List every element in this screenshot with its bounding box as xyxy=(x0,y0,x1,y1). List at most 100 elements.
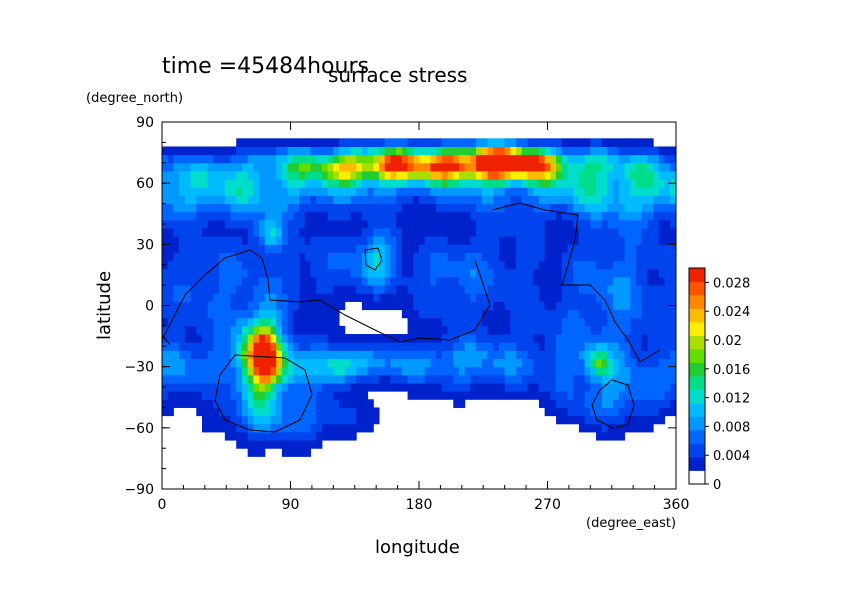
heatmap-cell xyxy=(276,382,283,392)
heatmap-cell xyxy=(493,334,500,343)
heatmap-cell xyxy=(470,350,477,360)
heatmap-cell xyxy=(299,146,306,156)
heatmap-cell xyxy=(407,138,414,147)
heatmap-cell xyxy=(510,309,517,319)
heatmap-cell xyxy=(510,358,517,368)
heatmap-cell xyxy=(424,179,431,188)
heatmap-cell xyxy=(247,219,254,229)
heatmap-cell xyxy=(327,211,334,221)
heatmap-cell xyxy=(521,203,529,213)
heatmap-cell xyxy=(213,415,220,425)
heatmap-cell xyxy=(224,301,232,311)
heatmap-cell xyxy=(333,325,340,335)
heatmap-cell xyxy=(310,236,317,245)
heatmap-cell xyxy=(630,228,637,237)
heatmap-cell xyxy=(219,366,226,376)
heatmap-cell xyxy=(419,317,426,327)
heatmap-cell xyxy=(436,293,443,302)
heatmap-cell xyxy=(264,391,272,400)
heatmap-cell xyxy=(167,211,174,221)
heatmap-cell xyxy=(213,358,220,368)
heatmap-cell xyxy=(578,382,586,392)
heatmap-cell xyxy=(504,374,511,384)
heatmap-cell xyxy=(516,260,523,270)
heatmap-cell xyxy=(653,399,660,408)
heatmap-cell xyxy=(310,342,317,351)
heatmap-cell xyxy=(310,407,317,417)
heatmap-cell xyxy=(167,382,174,392)
heatmap-cell xyxy=(236,187,243,196)
heatmap-cell xyxy=(487,358,494,368)
heatmap-cell xyxy=(396,203,403,213)
heatmap-cell xyxy=(241,342,249,351)
heatmap-cell xyxy=(270,276,277,286)
heatmap-cell xyxy=(487,219,494,229)
heatmap-cell xyxy=(207,399,214,408)
heatmap-cell xyxy=(367,268,374,278)
heatmap-cell xyxy=(184,211,192,221)
heatmap-cell xyxy=(504,179,511,188)
heatmap-cell xyxy=(441,350,449,360)
heatmap-cell xyxy=(327,399,334,408)
heatmap-cell xyxy=(624,252,631,262)
heatmap-cell xyxy=(567,366,574,376)
heatmap-cell xyxy=(584,228,591,237)
heatmap-cell xyxy=(493,325,500,335)
heatmap-cell xyxy=(184,366,192,376)
heatmap-cell xyxy=(601,138,608,147)
heatmap-cell xyxy=(241,236,249,245)
heatmap-cell xyxy=(624,382,631,392)
heatmap-cell xyxy=(441,374,449,384)
colorbar-tick-label: 0.02 xyxy=(713,334,742,349)
heatmap-cell xyxy=(498,317,506,327)
heatmap-cell xyxy=(607,366,614,376)
heatmap-cell xyxy=(299,268,306,278)
heatmap-cell xyxy=(607,325,614,335)
heatmap-cell xyxy=(441,211,449,221)
heatmap-cell xyxy=(327,252,334,262)
heatmap-cell xyxy=(527,366,534,376)
heatmap-cell xyxy=(556,415,563,425)
heatmap-cell xyxy=(276,358,283,368)
heatmap-cell xyxy=(327,203,334,213)
heatmap-cell xyxy=(430,334,437,343)
heatmap-cell xyxy=(219,162,226,172)
heatmap-cell xyxy=(230,415,237,425)
heatmap-cell xyxy=(470,317,477,327)
heatmap-cell xyxy=(470,276,477,286)
heatmap-cell xyxy=(516,391,523,400)
heatmap-cell xyxy=(618,179,626,188)
heatmap-cell xyxy=(327,374,334,384)
heatmap-cell xyxy=(533,366,540,376)
colorbar-tick-label: 0.024 xyxy=(713,305,750,320)
heatmap-cell xyxy=(464,154,471,164)
heatmap-cell xyxy=(453,187,460,196)
heatmap-cell xyxy=(487,211,494,221)
heatmap-cell xyxy=(578,252,586,262)
heatmap-cell xyxy=(527,162,534,172)
heatmap-cell xyxy=(264,285,272,294)
heatmap-cell xyxy=(636,268,643,278)
heatmap-cell xyxy=(361,260,369,270)
heatmap-cell xyxy=(327,219,334,229)
heatmap-cell xyxy=(493,170,500,180)
heatmap-cell xyxy=(247,391,254,400)
heatmap-cell xyxy=(613,399,620,408)
heatmap-cell xyxy=(213,285,220,294)
heatmap-cell xyxy=(310,440,317,449)
heatmap-cell xyxy=(464,211,471,221)
heatmap-cell xyxy=(521,309,529,319)
heatmap-cell xyxy=(373,211,380,221)
heatmap-cell xyxy=(247,162,254,172)
heatmap-cell xyxy=(476,334,483,343)
heatmap-cell xyxy=(247,415,254,425)
heatmap-cell xyxy=(630,358,637,368)
heatmap-cell xyxy=(636,350,643,360)
heatmap-cell xyxy=(453,358,460,368)
heatmap-cell xyxy=(270,334,277,343)
heatmap-cell xyxy=(350,203,357,213)
heatmap-cell xyxy=(361,423,369,433)
heatmap-cell xyxy=(458,391,466,400)
heatmap-cell xyxy=(538,154,546,164)
heatmap-cell xyxy=(253,358,260,368)
